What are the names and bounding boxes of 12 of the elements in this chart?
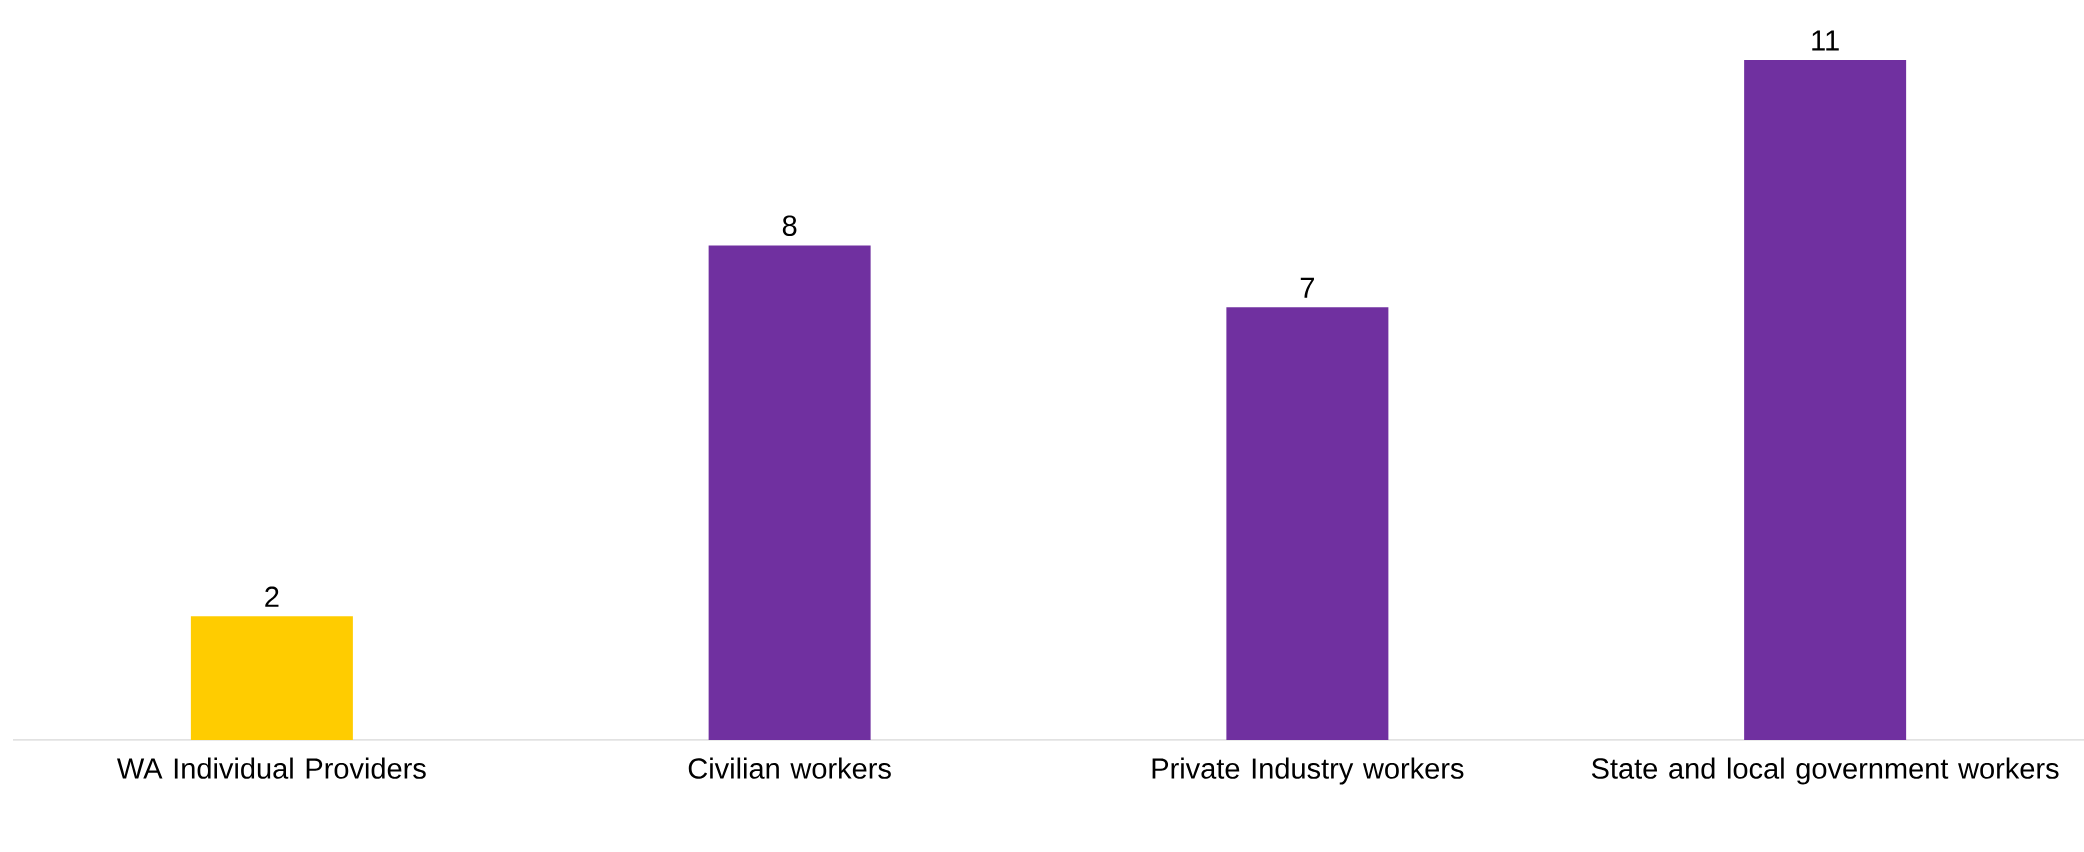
- data-label: 8: [782, 215, 797, 236]
- data-label: 2: [265, 586, 279, 607]
- data-label: 7: [1300, 277, 1314, 298]
- x-tick-label: State and local government workers: [1591, 757, 2059, 785]
- data-label: 11: [1812, 30, 1839, 51]
- x-tick-label: Private Industry workers: [1152, 757, 1464, 785]
- x-tick-label: WA Individual Providers: [117, 757, 426, 779]
- bar: [190, 616, 353, 740]
- bar: [1226, 307, 1389, 740]
- bar: [708, 245, 871, 740]
- bar: [1744, 59, 1907, 740]
- x-tick-label: Civilian workers: [688, 757, 891, 779]
